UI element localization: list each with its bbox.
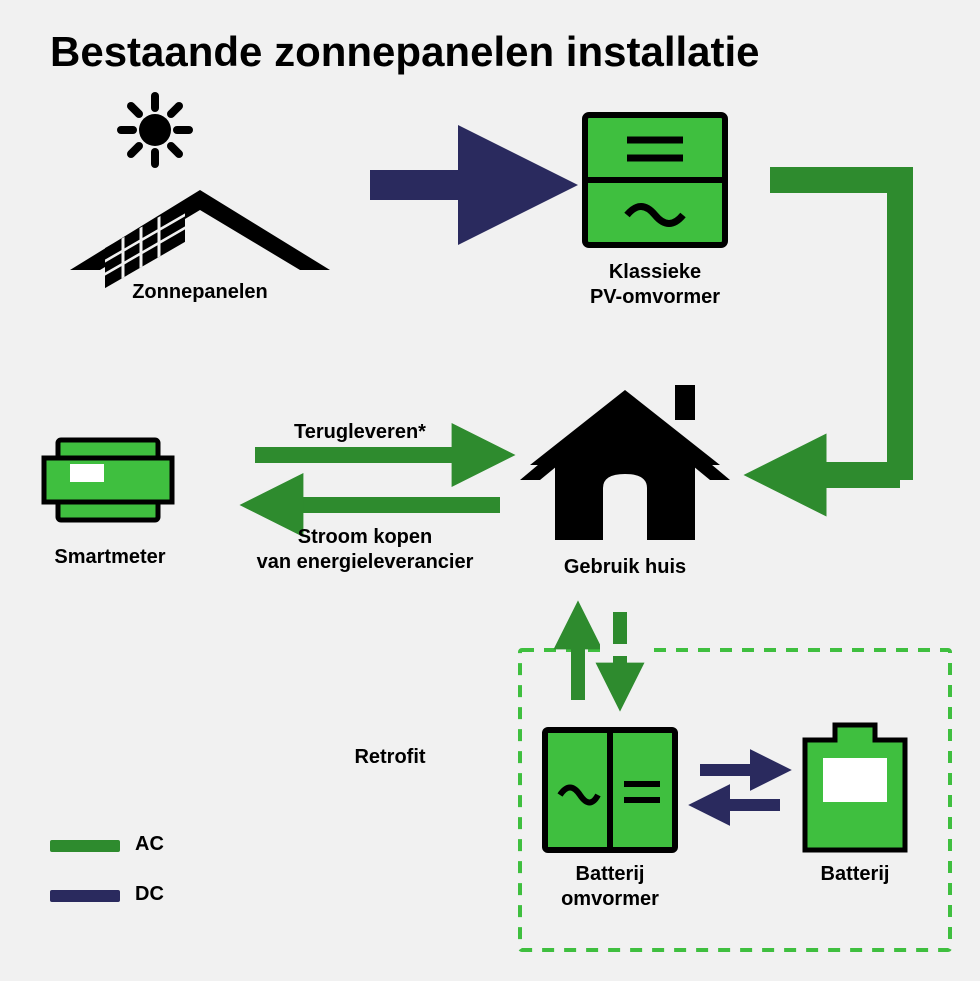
inverter-label-line1: Klassieke [609,261,701,283]
inverter-label-line2: PV-omvormer [590,286,720,308]
house-label: Gebruik huis [545,555,705,580]
battery-label: Batterij [795,862,915,887]
battery-inverter-icon [545,730,675,850]
legend-ac-text: AC [135,833,164,856]
legend-dc-text: DC [135,883,164,906]
solar-label: Zonnepanelen [120,280,280,305]
batt-inverter-label-line1: Batterij [576,863,645,885]
legend-ac-swatch [50,840,120,852]
legend-dc-swatch [50,890,120,902]
solar-panels-icon [70,96,330,288]
terugleveren-label: Terugleveren* [250,420,470,445]
smartmeter-label: Smartmeter [35,545,185,570]
battery-icon [805,725,905,850]
pv-inverter-icon [585,115,725,245]
stroom-kopen-line2: van energieleverancier [257,551,474,573]
stroom-kopen-label: Stroom kopen van energieleverancier [225,525,505,575]
inverter-label: Klassieke PV-omvormer [560,260,750,310]
stroom-kopen-line1: Stroom kopen [298,526,432,548]
batt-inverter-label: Batterij omvormer [540,862,680,912]
retrofit-label: Retrofit [330,745,450,770]
smartmeter-icon [44,440,172,520]
arrow-inverter-to-house [770,180,900,480]
house-icon [520,385,730,540]
batt-inverter-label-line2: omvormer [561,888,659,910]
